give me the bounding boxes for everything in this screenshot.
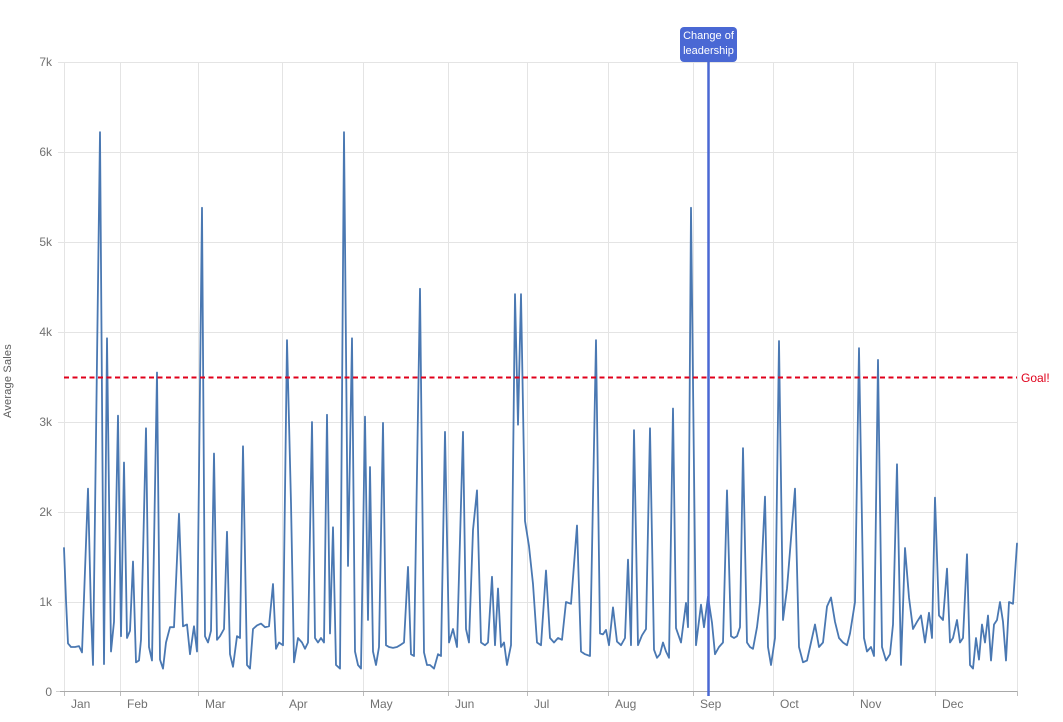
x-tick-label: May <box>370 697 393 711</box>
x-tick-label: Dec <box>942 697 964 711</box>
x-tick-label: Sep <box>700 697 722 711</box>
x-tick-label: Oct <box>780 697 799 711</box>
series-line[interactable] <box>63 131 1018 670</box>
x-tick-label: Nov <box>860 697 882 711</box>
y-tick-label: 5k <box>39 235 52 249</box>
y-tick-label: 0 <box>45 685 52 699</box>
x-tick-label: Jul <box>534 697 550 711</box>
y-tick-label: 7k <box>39 55 52 69</box>
event-line-label: Change of leadership <box>680 27 737 62</box>
x-tick-label: Aug <box>615 697 637 711</box>
x-tick-label: Jun <box>455 697 475 711</box>
y-tick-label: 6k <box>39 145 52 159</box>
goal-reference-label: Goal! <box>1021 371 1050 385</box>
y-axis-title: Average Sales <box>2 344 14 418</box>
y-tick-label: 4k <box>39 325 52 339</box>
y-tick-label: 1k <box>39 595 52 609</box>
y-tick-label: 2k <box>39 505 52 519</box>
x-tick-label: Feb <box>127 697 148 711</box>
x-tick-label: Mar <box>205 697 226 711</box>
x-tick-label: Apr <box>289 697 308 711</box>
x-tick-label: Jan <box>71 697 91 711</box>
y-tick-label: 3k <box>39 415 52 429</box>
